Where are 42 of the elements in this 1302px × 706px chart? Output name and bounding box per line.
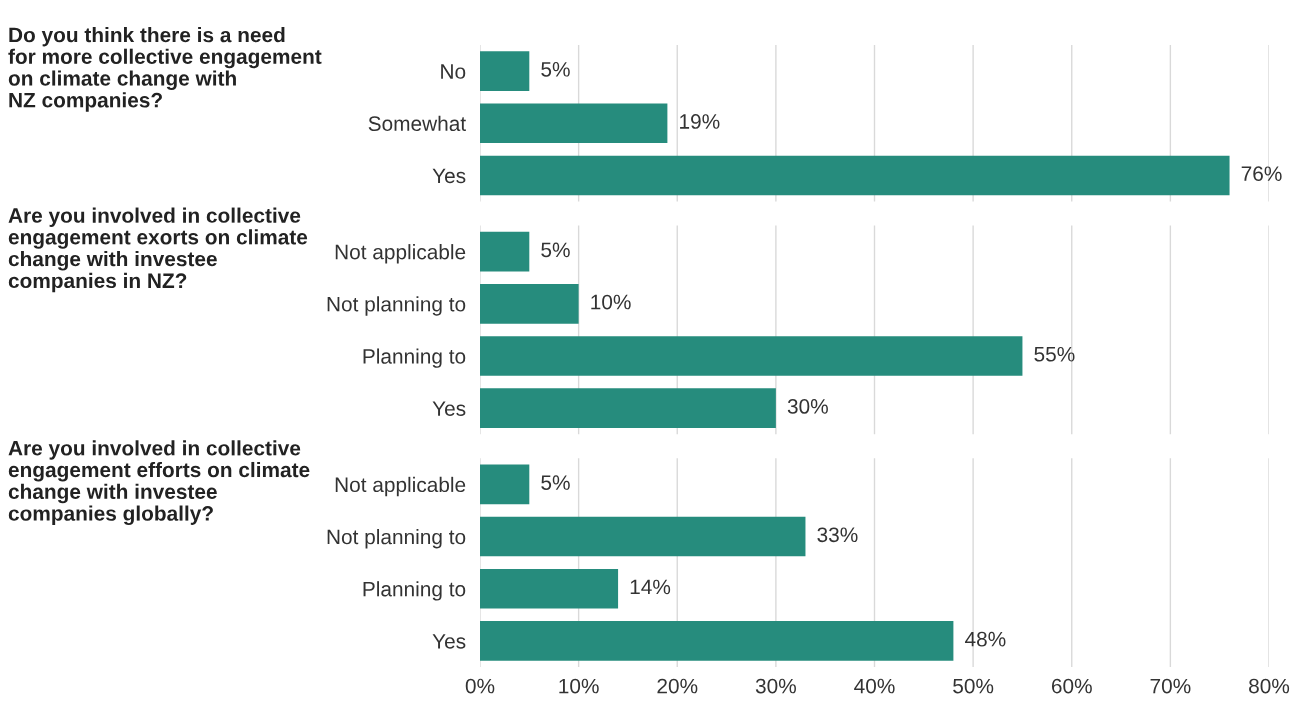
bar bbox=[480, 621, 954, 661]
x-tick-label: 60% bbox=[1051, 678, 1092, 694]
y-tick-label: No bbox=[441, 64, 466, 79]
text: Do you think there is a need for more collective engagement on climate change with NZ companies? bbox=[8, 27, 322, 112]
x-tick-label: 50% bbox=[953, 678, 994, 694]
data-label: 5% bbox=[541, 242, 570, 258]
y-tick-label: Not applicable bbox=[335, 244, 466, 264]
x-tick-label: 80% bbox=[1249, 678, 1290, 694]
bar bbox=[480, 231, 530, 272]
y-tick-label: Somewhat bbox=[368, 115, 466, 132]
x-tick-label: 0% bbox=[465, 678, 495, 694]
bar bbox=[480, 283, 579, 324]
x-tick-label: 40% bbox=[854, 678, 895, 694]
y-tick-label: Not planning to bbox=[327, 529, 466, 549]
bar bbox=[480, 388, 776, 429]
y-tick-label: Yes bbox=[432, 634, 466, 649]
y-tick-label: Planning to bbox=[363, 581, 466, 601]
data-label: 10% bbox=[591, 294, 631, 310]
bar bbox=[480, 336, 1023, 376]
y-tick-label: Yes bbox=[432, 168, 466, 184]
data-label: 76% bbox=[1241, 166, 1282, 182]
x-tick-label: 70% bbox=[1150, 678, 1191, 694]
text: Are you involved in collective engagement efforts on climate change with investee companies globally? bbox=[8, 440, 310, 526]
data-label: 33% bbox=[817, 527, 858, 543]
y-tick-label: Planning to bbox=[363, 348, 466, 368]
y-tick-label: Not planning to bbox=[327, 296, 466, 316]
y-tick-label: Not applicable bbox=[335, 476, 466, 497]
bar bbox=[480, 464, 530, 505]
x-tick-label: 20% bbox=[657, 678, 698, 694]
bar bbox=[480, 516, 806, 557]
data-label: 14% bbox=[630, 579, 671, 595]
data-label: 55% bbox=[1034, 346, 1075, 362]
y-tick-label: Yes bbox=[432, 401, 466, 416]
x-tick-label: 30% bbox=[755, 678, 796, 694]
data-label: 48% bbox=[964, 631, 1006, 647]
data-label: 5% bbox=[541, 475, 570, 490]
data-label: 30% bbox=[787, 399, 828, 414]
x-tick-label: 10% bbox=[559, 678, 599, 694]
data-label: 19% bbox=[680, 114, 720, 129]
bar bbox=[480, 568, 619, 609]
text: Are you involved in collective engagement exorts on climate change with investee companies in NZ? bbox=[8, 207, 308, 293]
data-label: 5% bbox=[541, 62, 570, 77]
